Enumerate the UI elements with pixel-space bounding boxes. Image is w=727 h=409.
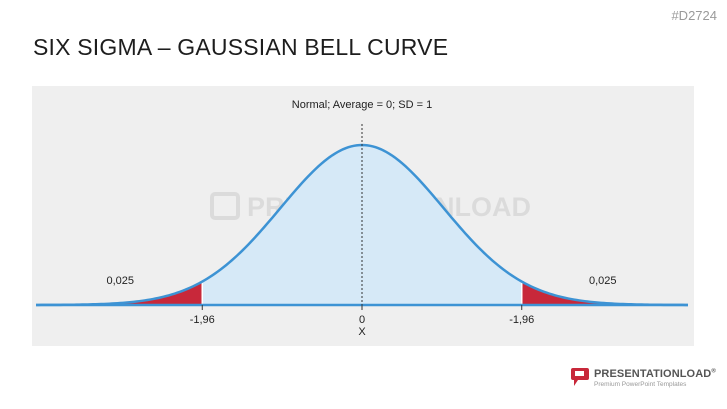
bell-curve-chart: PRESENTATIONLOAD Normal; Average = 0; SD… [35, 99, 689, 338]
right-tail-probability-label: 0,025 [589, 275, 617, 287]
right-tail-area [521, 281, 688, 305]
presentationload-logo-icon [571, 368, 589, 386]
slide-id: #D2724 [671, 8, 717, 23]
slide-title: SIX SIGMA – GAUSSIAN BELL CURVE [33, 34, 449, 60]
left-tail-probability-label: 0,025 [106, 275, 134, 287]
x-tick-label-1: 0 [359, 314, 365, 326]
footer-logo: PRESENTATIONLOAD® Premium PowerPoint Tem… [568, 364, 718, 392]
footer-brand: PRESENTATIONLOAD® [594, 368, 716, 380]
left-tail-area [36, 281, 203, 305]
x-tick-label-0: -1,96 [190, 314, 215, 326]
footer-tagline: Premium PowerPoint Templates [594, 381, 687, 388]
chart-title: Normal; Average = 0; SD = 1 [292, 99, 432, 111]
chart-panel: PRESENTATIONLOAD Normal; Average = 0; SD… [32, 86, 694, 346]
watermark-logo-icon [210, 192, 240, 220]
x-axis-label: X [358, 326, 366, 338]
x-tick-label-2: -1,96 [509, 314, 534, 326]
